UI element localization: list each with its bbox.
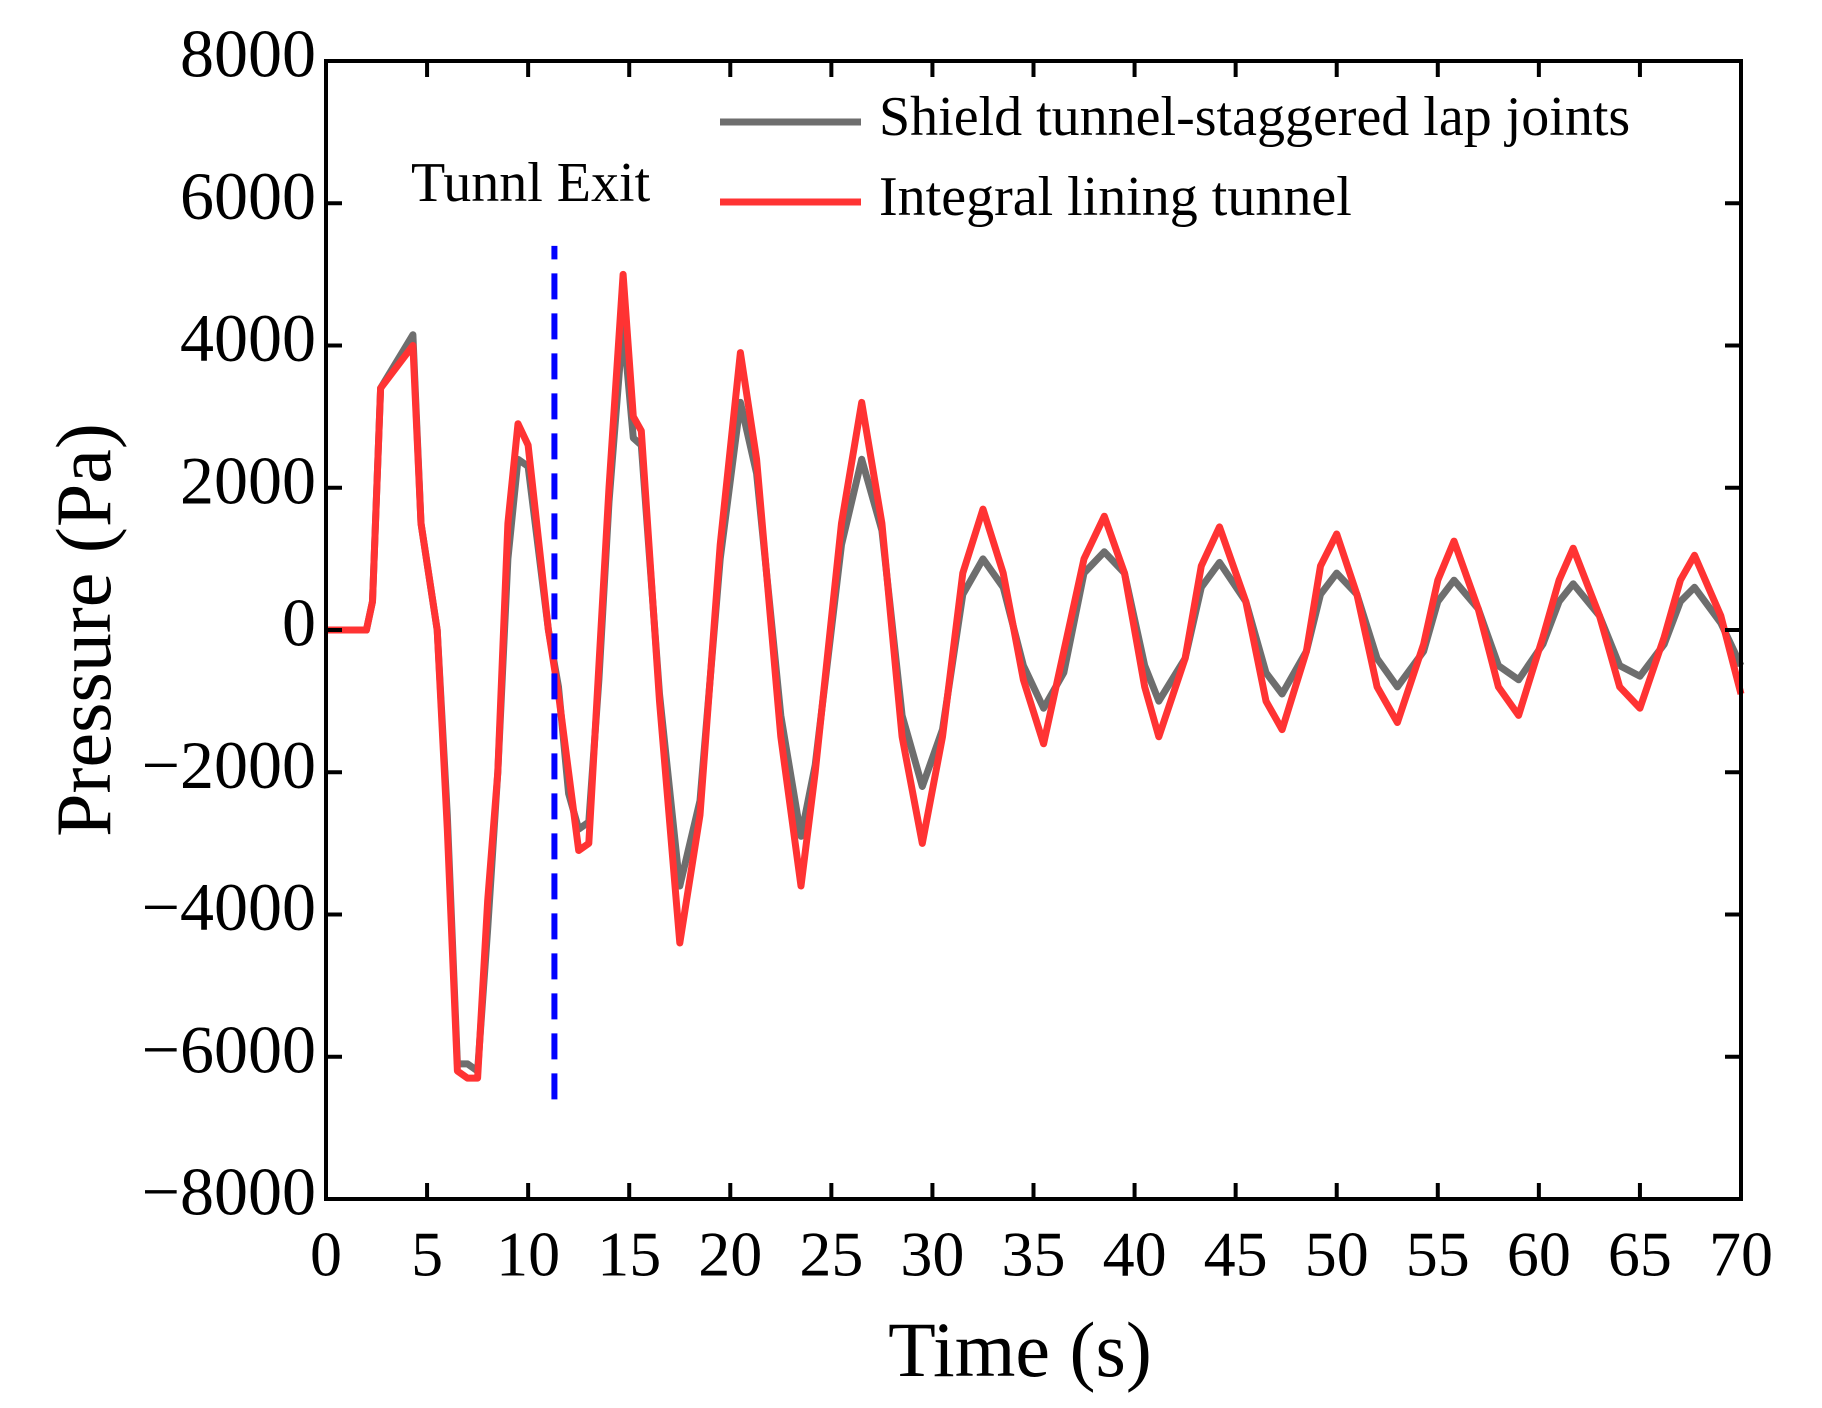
x-tick-label: 65 bbox=[1608, 1219, 1672, 1290]
x-tick-label: 0 bbox=[310, 1219, 342, 1290]
y-tick-label: 2000 bbox=[180, 442, 316, 518]
x-tick-label: 15 bbox=[597, 1219, 661, 1290]
x-tick-label: 35 bbox=[1002, 1219, 1066, 1290]
x-axis-label: Time (s) bbox=[888, 1306, 1152, 1393]
y-tick-label: 8000 bbox=[180, 16, 316, 92]
y-tick-label: −2000 bbox=[142, 727, 316, 803]
y-tick-label: 6000 bbox=[180, 158, 316, 234]
y-axis-label: Pressure (Pa) bbox=[40, 423, 127, 837]
x-tick-label: 10 bbox=[496, 1219, 560, 1290]
x-tick-label: 25 bbox=[799, 1219, 863, 1290]
legend-label: Shield tunnel-staggered lap joints bbox=[879, 86, 1630, 148]
y-tick-label: −4000 bbox=[142, 869, 316, 945]
x-tick-label: 70 bbox=[1709, 1219, 1773, 1290]
y-tick-label: 0 bbox=[282, 585, 316, 661]
x-tick-label: 40 bbox=[1103, 1219, 1167, 1290]
x-tick-label: 45 bbox=[1204, 1219, 1268, 1290]
y-tick-label: 4000 bbox=[180, 300, 316, 376]
plot-frame bbox=[324, 59, 1743, 1201]
data-line bbox=[326, 320, 1745, 1075]
data-line bbox=[326, 270, 1745, 1082]
y-tick-label: −6000 bbox=[142, 1011, 316, 1087]
annotation-text: Tunnl Exit bbox=[411, 152, 651, 214]
legend-label: Integral lining tunnel bbox=[879, 166, 1352, 228]
y-tick-label: −8000 bbox=[142, 1154, 316, 1230]
x-tick-label: 30 bbox=[900, 1219, 964, 1290]
x-tick-label: 5 bbox=[411, 1219, 443, 1290]
x-tick-label: 50 bbox=[1305, 1219, 1369, 1290]
x-tick-label: 60 bbox=[1507, 1219, 1571, 1290]
x-tick-label: 55 bbox=[1406, 1219, 1470, 1290]
x-tick-label: 20 bbox=[698, 1219, 762, 1290]
